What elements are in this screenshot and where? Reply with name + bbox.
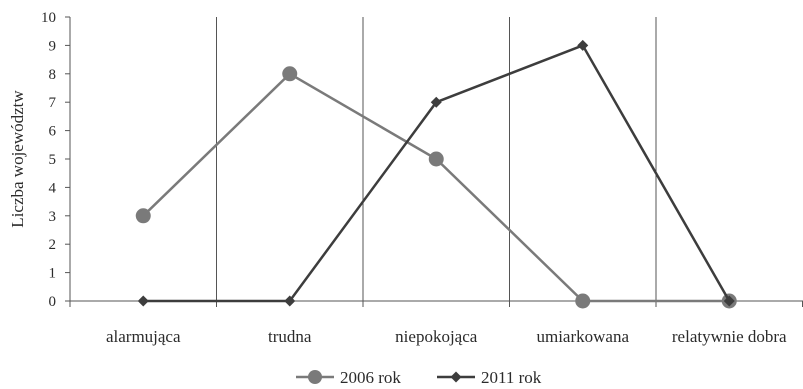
y-tick-label: 7 [49,95,57,111]
y-tick-label: 5 [49,152,57,168]
series-line [143,43,731,303]
legend-label: 2011 rok [481,368,542,387]
x-category-label: trudna [268,327,312,346]
y-tick-label: 6 [49,124,57,140]
data-point [577,39,589,51]
x-category-label: umiarkowana [536,327,629,346]
y-tick-label: 9 [49,38,57,54]
y-tick-label: 10 [41,10,56,26]
legend-marker [450,371,462,383]
legend-item-1: 2006 rok [296,368,401,387]
legend-marker [308,370,322,384]
legend: 2006 rok 2011 rok [296,368,542,387]
legend-item-2: 2011 rok [437,368,542,387]
y-tick-label: 8 [49,67,57,83]
series-line [142,72,730,303]
y-tick-label: 3 [49,209,57,225]
x-category-label: niepokojąca [395,327,478,346]
vertical-gridlines [216,17,657,301]
data-point [575,293,591,309]
x-category-labels: alarmująca trudna niepokojąca umiarkowana re… [69,301,803,346]
x-category-label: alarmująca [106,327,181,346]
y-tick-label: 2 [49,237,57,253]
data-point [428,151,444,167]
data-point [135,208,151,224]
legend-label: 2006 rok [340,368,401,387]
y-tick-label: 1 [49,266,57,282]
data-point [723,295,735,307]
data-point [284,295,296,307]
series-2 [137,39,735,307]
y-tick-label: 4 [49,180,57,196]
x-category-label: relatywnie dobra [672,327,787,346]
y-tick-label: 0 [49,294,57,310]
series-group [135,39,737,309]
data-point [137,295,149,307]
y-tick-labels: 0 1 2 3 4 5 6 7 8 9 10 [41,10,70,310]
series-1 [135,66,737,309]
y-axis-title: Liczba województw [8,90,27,228]
data-point [282,66,298,82]
data-point [430,96,442,108]
